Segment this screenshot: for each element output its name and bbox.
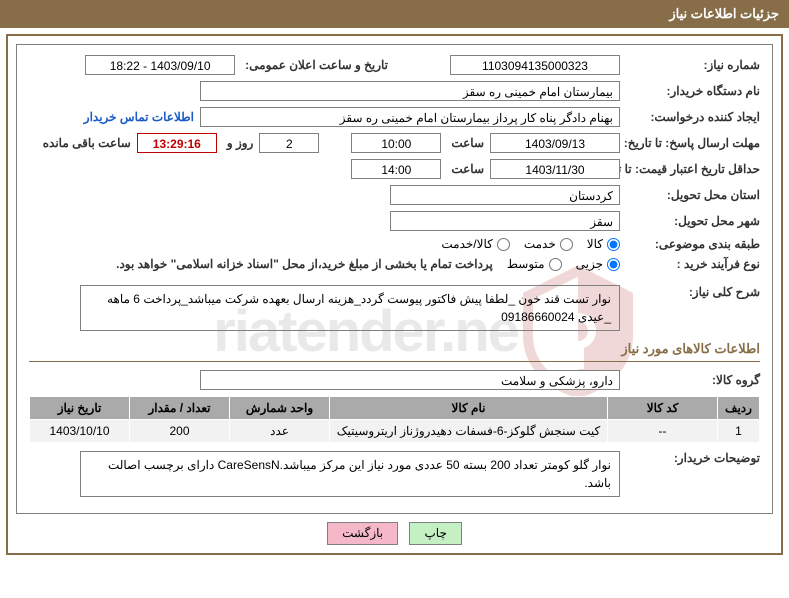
label-buyer-org: نام دستگاه خریدار:	[630, 84, 760, 98]
table-row: 1 -- کیت سنجش گلوکز-6-فسفات دهیدروژناز ا…	[30, 420, 760, 443]
radio-medium[interactable]: متوسط	[507, 257, 562, 271]
field-remaining-time: 13:29:16	[137, 133, 217, 153]
field-buyer-notes: نوار گلو کومتر تعداد 200 بسته 50 عددی مو…	[80, 451, 620, 497]
radio-medium-input[interactable]	[549, 258, 562, 271]
row-general-desc: شرح کلی نیاز: نوار تست قند خون _لطفا پیش…	[29, 285, 760, 331]
buyer-contact-link[interactable]: اطلاعات تماس خریدار	[84, 110, 194, 124]
field-reply-date: 1403/09/13	[490, 133, 620, 153]
purchase-radio-group: جزیی متوسط	[507, 257, 620, 271]
th-name: نام کالا	[330, 397, 608, 420]
th-date: تاریخ نیاز	[30, 397, 130, 420]
label-price-validity: حداقل تاریخ اعتبار قیمت: تا تاریخ:	[630, 162, 760, 176]
td-qty: 200	[130, 420, 230, 443]
label-province: استان محل تحویل:	[630, 188, 760, 202]
row-purchase-type: نوع فرآیند خرید : جزیی متوسط پرداخت تمام…	[29, 257, 760, 271]
row-buyer-org: نام دستگاه خریدار: بیمارستان امام خمینی …	[29, 81, 760, 101]
row-requester: ایجاد کننده درخواست: بهنام دادگر پناه کا…	[29, 107, 760, 127]
inner-frame: شماره نیاز: 1103094135000323 تاریخ و ساع…	[16, 44, 773, 514]
items-table: ردیف کد کالا نام کالا واحد شمارش تعداد /…	[29, 396, 760, 443]
label-need-no: شماره نیاز:	[630, 58, 760, 72]
field-need-no: 1103094135000323	[450, 55, 620, 75]
radio-partial[interactable]: جزیی	[576, 257, 620, 271]
subject-radio-group: کالا خدمت کالا/خدمت	[441, 237, 620, 251]
td-date: 1403/10/10	[30, 420, 130, 443]
label-goods-group: گروه کالا:	[630, 373, 760, 387]
label-subject-class: طبقه بندی موضوعی:	[630, 237, 760, 251]
label-time-2: ساعت	[451, 162, 484, 176]
label-requester: ایجاد کننده درخواست:	[630, 110, 760, 124]
page-header: جزئیات اطلاعات نیاز	[0, 0, 789, 28]
field-validity-date: 1403/11/30	[490, 159, 620, 179]
button-row: چاپ بازگشت	[16, 522, 773, 545]
field-requester: بهنام دادگر پناه کار پرداز بیمارستان اما…	[200, 107, 620, 127]
radio-both-input[interactable]	[497, 238, 510, 251]
row-city: شهر محل تحویل: سقز	[29, 211, 760, 231]
radio-goods[interactable]: کالا	[587, 237, 620, 251]
field-general-desc: نوار تست قند خون _لطفا پیش فاکتور پیوست …	[80, 285, 620, 331]
label-city: شهر محل تحویل:	[630, 214, 760, 228]
row-need-no: شماره نیاز: 1103094135000323 تاریخ و ساع…	[29, 55, 760, 75]
td-unit: عدد	[230, 420, 330, 443]
th-row: ردیف	[718, 397, 760, 420]
row-price-validity: حداقل تاریخ اعتبار قیمت: تا تاریخ: 1403/…	[29, 159, 760, 179]
outer-frame: riatender.ne شماره نیاز: 110309413500032…	[6, 34, 783, 555]
label-reply-deadline: مهلت ارسال پاسخ: تا تاریخ:	[630, 136, 760, 150]
field-validity-time: 14:00	[351, 159, 441, 179]
label-buyer-notes: توضیحات خریدار:	[630, 451, 760, 465]
th-unit: واحد شمارش	[230, 397, 330, 420]
field-province: کردستان	[390, 185, 620, 205]
row-reply-deadline: مهلت ارسال پاسخ: تا تاریخ: 1403/09/13 سا…	[29, 133, 760, 153]
label-remaining: ساعت باقی مانده	[43, 136, 131, 150]
payment-note: پرداخت تمام یا بخشی از مبلغ خرید،از محل …	[116, 257, 493, 271]
print-button[interactable]: چاپ	[409, 522, 461, 545]
label-purchase-type: نوع فرآیند خرید :	[630, 257, 760, 271]
radio-goods-input[interactable]	[607, 238, 620, 251]
label-time-1: ساعت	[451, 136, 484, 150]
radio-service-input[interactable]	[560, 238, 573, 251]
field-remaining-days: 2	[259, 133, 319, 153]
th-qty: تعداد / مقدار	[130, 397, 230, 420]
field-reply-time: 10:00	[351, 133, 441, 153]
row-province: استان محل تحویل: کردستان	[29, 185, 760, 205]
row-subject-class: طبقه بندی موضوعی: کالا خدمت کالا/خدمت	[29, 237, 760, 251]
td-code: --	[608, 420, 718, 443]
radio-both[interactable]: کالا/خدمت	[441, 237, 509, 251]
back-button[interactable]: بازگشت	[327, 522, 398, 545]
radio-service[interactable]: خدمت	[524, 237, 573, 251]
field-announce-dt: 1403/09/10 - 18:22	[85, 55, 235, 75]
items-header-row: ردیف کد کالا نام کالا واحد شمارش تعداد /…	[30, 397, 760, 420]
td-row: 1	[718, 420, 760, 443]
field-city: سقز	[390, 211, 620, 231]
th-code: کد کالا	[608, 397, 718, 420]
field-buyer-org: بیمارستان امام خمینی ره سقز	[200, 81, 620, 101]
row-buyer-notes: توضیحات خریدار: نوار گلو کومتر تعداد 200…	[29, 451, 760, 497]
label-days-and: روز و	[227, 136, 254, 150]
radio-partial-input[interactable]	[607, 258, 620, 271]
label-general-desc: شرح کلی نیاز:	[630, 285, 760, 299]
field-goods-group: دارو، پزشکی و سلامت	[200, 370, 620, 390]
td-name: کیت سنجش گلوکز-6-فسفات دهیدروژناز اریترو…	[330, 420, 608, 443]
row-goods-group: گروه کالا: دارو، پزشکی و سلامت	[29, 370, 760, 390]
items-section-title: اطلاعات کالاهای مورد نیاز	[29, 341, 760, 362]
label-announce-dt: تاریخ و ساعت اعلان عمومی:	[245, 58, 388, 72]
